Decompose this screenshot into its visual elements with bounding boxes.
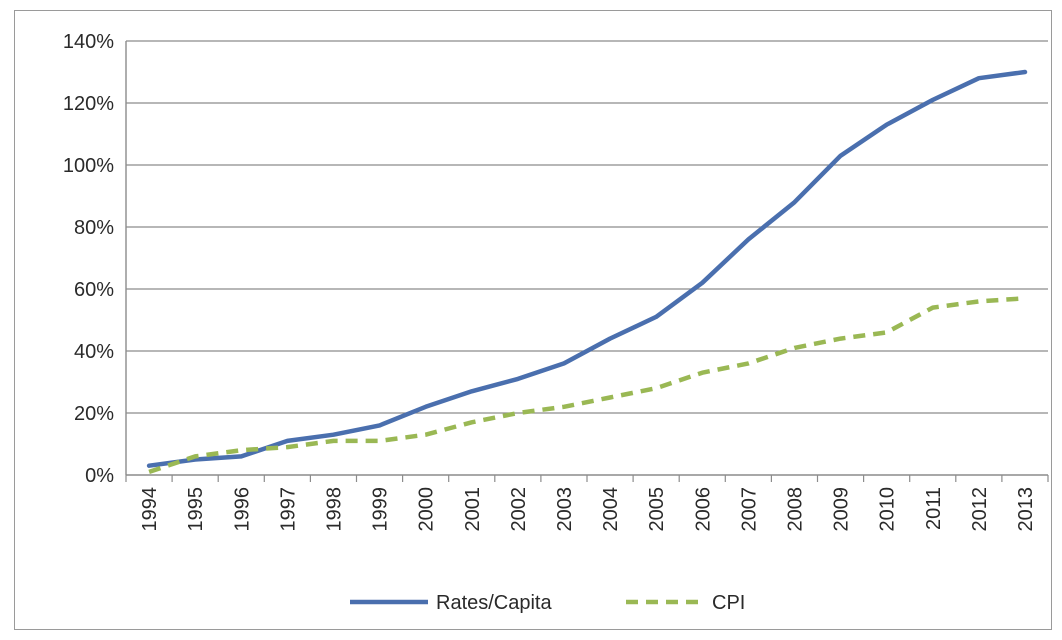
x-tick-label: 1997 bbox=[277, 487, 299, 532]
x-tick-label: 1998 bbox=[323, 487, 345, 532]
x-tick-label: 2012 bbox=[969, 487, 991, 532]
x-tick-label: 2009 bbox=[831, 487, 853, 532]
x-tick-label: 1995 bbox=[185, 487, 207, 532]
x-tick-label: 1996 bbox=[231, 487, 253, 532]
series-lines bbox=[146, 69, 1028, 475]
x-tick-label: 2005 bbox=[646, 487, 668, 532]
axes bbox=[125, 41, 1049, 482]
y-tick-label: 20% bbox=[74, 403, 114, 425]
legend-label-cpi: CPI bbox=[712, 592, 745, 614]
x-tick-label: 2008 bbox=[784, 487, 806, 532]
x-tick-label: 2002 bbox=[508, 487, 530, 532]
x-tick-label: 1999 bbox=[370, 487, 392, 532]
x-tick-label: 2003 bbox=[554, 487, 576, 532]
x-axis-ticks: 1994 1995 1996 1997 1998 1999 2000 2001 2002 2003… bbox=[139, 487, 1037, 532]
gridlines bbox=[126, 40, 1048, 414]
x-tick-label: 2010 bbox=[877, 487, 899, 532]
chart-frame bbox=[14, 10, 1052, 630]
y-tick-label: 60% bbox=[74, 279, 114, 301]
x-tick-label: 2006 bbox=[692, 487, 714, 532]
y-tick-label: 100% bbox=[63, 155, 114, 177]
y-tick-label: 120% bbox=[63, 93, 114, 115]
legend-label-rates-capita: Rates/Capita bbox=[436, 592, 552, 614]
series-line-rates-capita bbox=[146, 69, 1028, 468]
x-tick-label: 2011 bbox=[923, 487, 945, 530]
series-line-cpi bbox=[148, 296, 1026, 475]
y-axis-ticks: 0% 20% 40% 60% 80% 100% 120% 140% bbox=[63, 31, 114, 487]
y-tick-label: 80% bbox=[74, 217, 114, 239]
y-tick-label: 0% bbox=[85, 465, 114, 487]
y-tick-label: 140% bbox=[63, 31, 114, 53]
x-tick-label: 2001 bbox=[462, 487, 484, 532]
x-tick-label: 2013 bbox=[1015, 487, 1037, 532]
x-tick-label: 2000 bbox=[416, 487, 438, 532]
legend: Rates/Capita CPI bbox=[350, 592, 745, 614]
x-tick-label: 2004 bbox=[600, 487, 622, 532]
x-tick-label: 1994 bbox=[139, 487, 161, 532]
x-tick-label: 2007 bbox=[738, 487, 760, 532]
y-tick-label: 40% bbox=[74, 341, 114, 363]
